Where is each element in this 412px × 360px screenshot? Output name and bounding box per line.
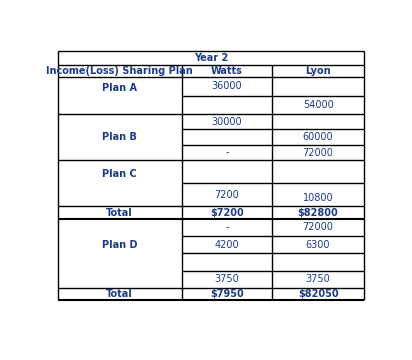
Text: $7950: $7950 bbox=[210, 289, 244, 299]
Text: 72000: 72000 bbox=[303, 148, 334, 158]
Text: 36000: 36000 bbox=[212, 81, 242, 91]
Text: Watts: Watts bbox=[211, 66, 243, 76]
Text: Year 2: Year 2 bbox=[194, 53, 228, 63]
Text: Lyon: Lyon bbox=[305, 66, 331, 76]
Text: $7200: $7200 bbox=[210, 208, 244, 217]
Text: Plan B: Plan B bbox=[102, 132, 137, 142]
Text: $82050: $82050 bbox=[298, 289, 338, 299]
Text: 30000: 30000 bbox=[212, 117, 242, 127]
Text: 72000: 72000 bbox=[303, 222, 334, 233]
Text: 6300: 6300 bbox=[306, 240, 330, 250]
Text: 3750: 3750 bbox=[306, 274, 330, 284]
Text: Income(Loss) Sharing Plan: Income(Loss) Sharing Plan bbox=[46, 66, 193, 76]
Text: $82800: $82800 bbox=[298, 208, 339, 217]
Text: 10800: 10800 bbox=[303, 193, 333, 203]
Text: 60000: 60000 bbox=[303, 132, 333, 142]
Text: 3750: 3750 bbox=[215, 274, 239, 284]
Text: Total: Total bbox=[106, 208, 133, 217]
Text: Plan C: Plan C bbox=[102, 169, 137, 179]
Text: Plan A: Plan A bbox=[102, 83, 137, 93]
Text: Total: Total bbox=[106, 289, 133, 299]
Text: -: - bbox=[225, 148, 229, 158]
Text: -: - bbox=[225, 222, 229, 233]
Text: 4200: 4200 bbox=[215, 240, 239, 250]
Text: 54000: 54000 bbox=[303, 100, 333, 110]
Text: Plan D: Plan D bbox=[102, 240, 138, 250]
Text: 7200: 7200 bbox=[215, 190, 239, 200]
